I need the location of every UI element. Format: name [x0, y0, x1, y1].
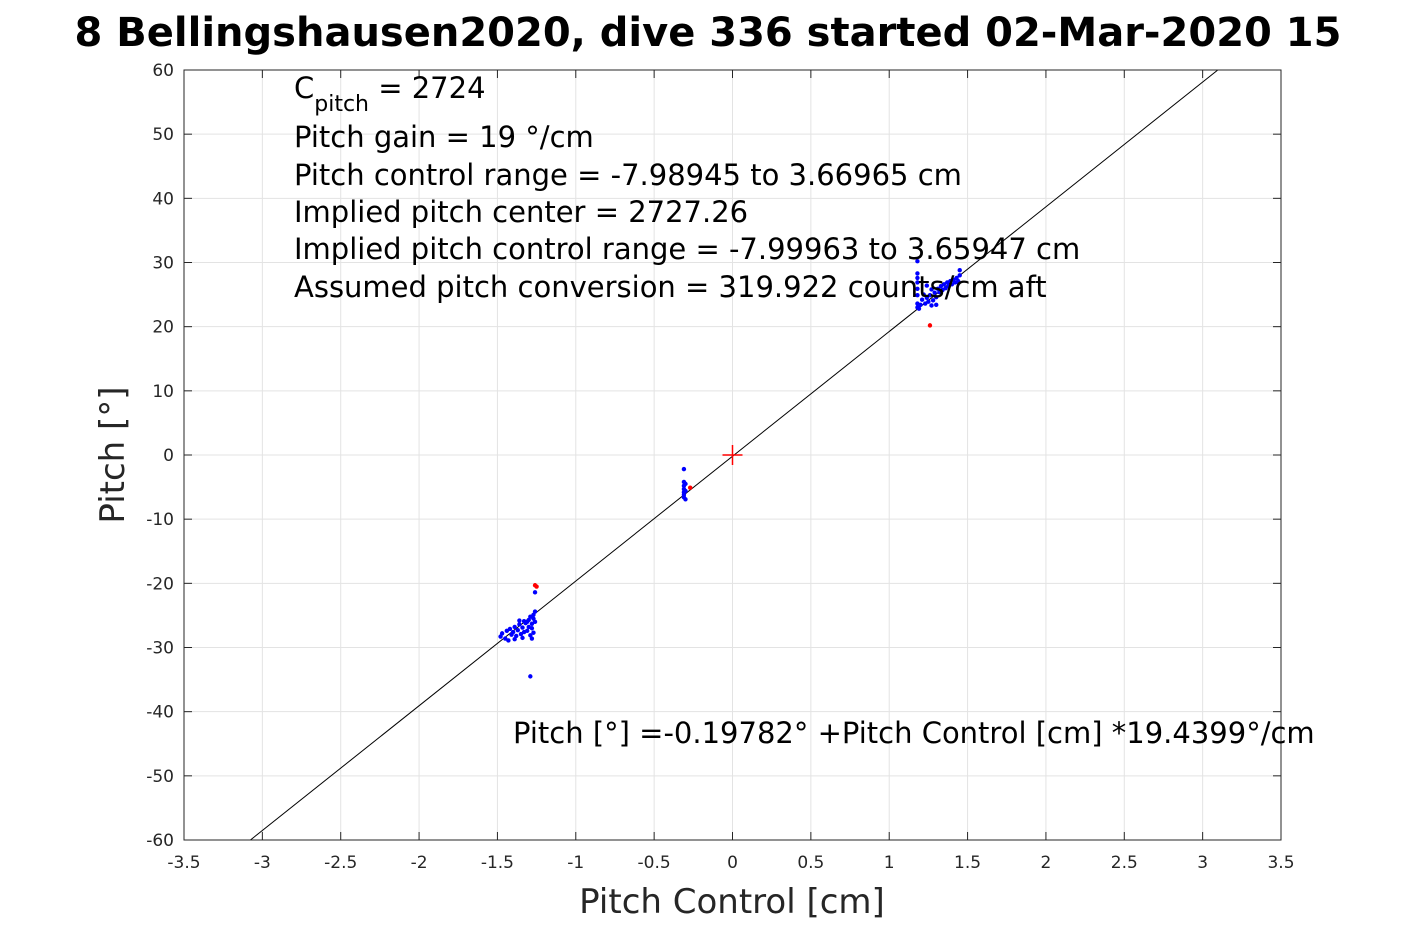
data-point [927, 293, 933, 298]
axis-ticks: -3.5 -3 -2.5 -2 -1.5 -1 -0.5 0 0.5 1 1.5 2 2.5 3 3.5 -6… [146, 61, 1294, 873]
data-point [683, 488, 688, 494]
data-point [683, 497, 688, 502]
data-point [924, 295, 930, 300]
data-point [915, 280, 920, 285]
data-point [915, 286, 920, 292]
fit-equation-annotation: Pitch [°] =-0.19782° +Pitch Control [cm]… [513, 716, 1315, 750]
annotation-block: Cpitch = 2724 Pitch gain = 19 °/cm Pitch… [294, 71, 1315, 750]
x-tick-label: 2.5 [1111, 853, 1138, 873]
data-point [525, 619, 530, 625]
x-axis-label: Pitch Control [cm] [579, 882, 885, 922]
control-range-annotation: Pitch control range = -7.98945 to 3.6696… [294, 158, 962, 192]
y-tick-label: -10 [146, 510, 174, 530]
y-tick-label: 30 [152, 254, 174, 274]
y-tick-label: 40 [152, 189, 174, 209]
x-tick-label: 3 [1197, 853, 1208, 873]
x-tick-label: -1.5 [481, 853, 514, 873]
x-tick-label: 0.5 [797, 853, 824, 873]
data-points [498, 259, 962, 679]
y-tick-label: -30 [146, 639, 174, 659]
data-point [916, 306, 922, 311]
data-point [528, 674, 533, 679]
assumed-conversion-annotation: Assumed pitch conversion = 319.922 count… [294, 270, 1047, 304]
data-point [532, 609, 538, 614]
y-tick-label: -60 [146, 831, 174, 851]
y-axis-label: Pitch [°] [93, 386, 133, 523]
y-tick-label: 50 [152, 125, 174, 145]
data-point [507, 626, 513, 632]
y-tick-label: -20 [146, 574, 174, 594]
data-point [915, 259, 920, 264]
data-point [529, 636, 535, 641]
data-point [955, 280, 961, 285]
data-point [512, 624, 517, 630]
y-tick-label: 60 [152, 61, 174, 81]
y-tick-label: 0 [163, 446, 174, 466]
x-tick-label: -2.5 [324, 853, 357, 873]
data-point [520, 635, 525, 641]
data-point [934, 302, 939, 308]
x-tick-label: -1 [567, 853, 584, 873]
data-point [924, 283, 930, 288]
data-point [531, 630, 536, 635]
y-tick-label: 20 [152, 318, 174, 338]
data-point [915, 271, 920, 276]
data-point [957, 268, 962, 273]
data-point [957, 273, 962, 278]
data-point [927, 323, 933, 328]
chart-title: 8 Bellingshausen2020, dive 336 started 0… [75, 10, 1342, 56]
data-point [532, 590, 538, 595]
data-point [532, 619, 538, 625]
data-point [517, 622, 522, 627]
data-point [517, 618, 522, 623]
data-point [929, 303, 934, 308]
y-tick-label: -40 [146, 703, 174, 723]
x-tick-label: -3 [254, 853, 271, 873]
data-point [529, 626, 535, 631]
data-point [926, 299, 931, 304]
data-point [915, 293, 920, 298]
c-pitch-annotation: Cpitch = 2724 [294, 71, 486, 117]
data-point [932, 290, 937, 295]
y-tick-label: 10 [152, 382, 174, 402]
data-point [919, 297, 925, 302]
data-point [915, 275, 920, 281]
data-point [512, 636, 517, 642]
implied-center-annotation: Implied pitch center = 2727.26 [294, 195, 748, 229]
data-point [934, 294, 939, 300]
y-tick-label: -50 [146, 767, 174, 787]
data-point [510, 629, 516, 635]
x-tick-label: 0 [727, 853, 738, 873]
pitch-gain-annotation: Pitch gain = 19 °/cm [294, 120, 594, 154]
data-point [918, 302, 923, 308]
data-point [534, 584, 539, 589]
data-point [515, 627, 521, 633]
x-tick-label: 3.5 [1267, 853, 1294, 873]
center-marker [722, 445, 743, 465]
data-point [930, 298, 936, 303]
x-tick-label: 1.5 [954, 853, 981, 873]
data-point [525, 628, 530, 634]
data-point [520, 625, 525, 630]
data-point [506, 638, 511, 643]
x-tick-label: -0.5 [638, 853, 671, 873]
data-point [929, 287, 934, 292]
x-tick-label: 2 [1041, 853, 1052, 873]
data-point [681, 466, 687, 472]
data-point [499, 631, 505, 636]
x-tick-label: -3.5 [167, 853, 200, 873]
x-tick-label: 1 [884, 853, 895, 873]
x-tick-label: -2 [411, 853, 428, 873]
implied-range-annotation: Implied pitch control range = -7.99963 t… [294, 232, 1080, 266]
data-point [687, 485, 693, 490]
data-point [921, 292, 926, 297]
data-point [683, 481, 688, 487]
